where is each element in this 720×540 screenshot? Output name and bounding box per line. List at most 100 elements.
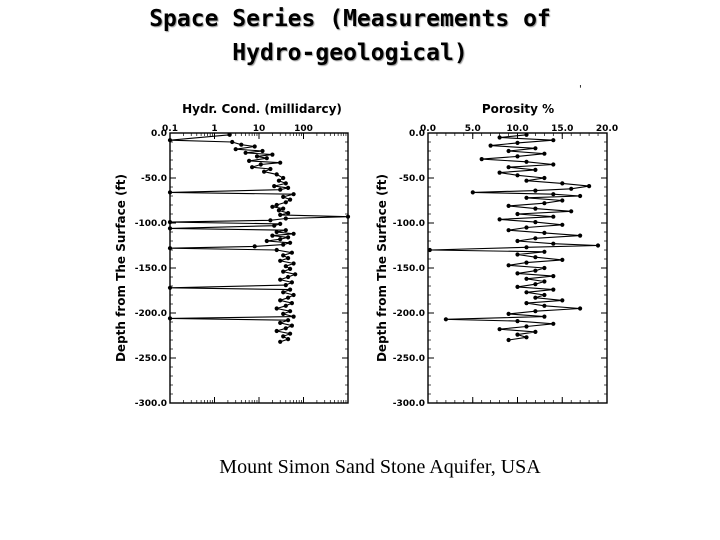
data-point [551, 162, 556, 167]
data-point [276, 208, 281, 213]
y-axis-title: Depth from The Surface (ft) [375, 174, 389, 362]
data-point [542, 175, 547, 181]
data-point [283, 181, 288, 186]
porosity-chart: 0.0 5.0 10.0 15.0 20.0 0.0 -50.0 -100.0 -150.0 -2… [375, 102, 618, 409]
data-point [524, 195, 529, 200]
data-point [278, 212, 283, 217]
data-point [524, 290, 529, 295]
y-tick-label: -200.0 [393, 309, 425, 319]
data-point [515, 332, 520, 337]
y-tick-label: -100.0 [393, 219, 425, 229]
data-point [252, 244, 257, 249]
data-point [167, 246, 173, 251]
y-tick-label: 0.0 [409, 129, 425, 139]
data-point [497, 135, 502, 140]
data-point [247, 158, 252, 163]
data-point [254, 154, 260, 159]
data-point [167, 316, 173, 321]
data-point [286, 256, 291, 261]
data-point [239, 142, 244, 147]
data-point [551, 138, 556, 143]
y-tick-label: -50.0 [399, 174, 425, 184]
data-point [524, 276, 529, 281]
data-point [515, 173, 520, 178]
data-point [515, 252, 520, 257]
x-tick-label: 10.0 [506, 124, 528, 134]
data-point [272, 184, 277, 189]
data-point [542, 279, 547, 284]
data-point [272, 223, 277, 228]
data-point [560, 181, 565, 186]
data-point [286, 318, 291, 323]
data-point [291, 292, 296, 298]
data-point [515, 238, 520, 244]
x-tick-label: 5.0 [465, 124, 481, 134]
data-point [506, 148, 511, 154]
data-point [560, 198, 565, 203]
y-tick-label: -50.0 [141, 174, 167, 184]
data-point [260, 148, 265, 154]
data-point [515, 140, 520, 145]
y-tick-label: -150.0 [135, 264, 167, 274]
data-point [167, 226, 173, 231]
data-point [506, 311, 511, 316]
data-point [288, 197, 293, 202]
data-point [274, 328, 279, 334]
y-tick-label: -300.0 [135, 399, 167, 409]
data-point [283, 264, 288, 269]
data-point [542, 151, 547, 156]
data-point [262, 169, 267, 174]
data-point [274, 229, 279, 235]
series-line [169, 134, 349, 343]
data-point [281, 175, 286, 181]
data-point [270, 204, 275, 209]
data-point [524, 324, 529, 329]
series-line [429, 134, 599, 341]
y-tick-label: -250.0 [393, 354, 425, 364]
data-point [281, 242, 286, 247]
data-point [533, 329, 538, 334]
data-point [515, 154, 520, 159]
data-point [533, 236, 538, 241]
data-point [551, 241, 556, 246]
data-point [542, 265, 547, 271]
data-point [288, 331, 293, 336]
data-point [278, 187, 283, 192]
x-tick-label: 15.0 [551, 124, 573, 134]
data-point [506, 337, 511, 343]
x-tick-label: 0.1 [162, 124, 178, 134]
data-point [289, 250, 294, 255]
data-point [551, 321, 556, 326]
x-axis-title: Hydr. Cond. (millidarcy) [182, 102, 342, 116]
data-point [167, 220, 173, 225]
data-point [281, 290, 286, 295]
hydraulic-conductivity-chart: 0.1 1 10 100 0.0 -50.0 -100.0 -150.0 -200.0 -250.… [114, 102, 351, 409]
data-point [542, 230, 547, 235]
data-point [515, 319, 520, 324]
data-point [278, 298, 283, 303]
data-point [497, 327, 502, 332]
data-point [542, 201, 547, 206]
data-point [506, 203, 511, 208]
data-point [268, 218, 273, 223]
x-axis-title: Porosity % [482, 102, 554, 116]
data-point [291, 314, 296, 319]
data-point [289, 280, 294, 285]
data-point [283, 200, 288, 205]
data-point [479, 157, 484, 162]
data-point [268, 166, 273, 172]
y-tick-label: -250.0 [135, 354, 167, 364]
data-point [281, 269, 286, 274]
data-point [506, 228, 511, 233]
data-point [274, 306, 279, 311]
data-point [286, 185, 291, 190]
data-point [278, 160, 283, 165]
data-point [286, 337, 291, 342]
data-point [533, 282, 538, 287]
data-point [551, 214, 556, 219]
data-point [551, 192, 556, 197]
data-point [587, 184, 592, 189]
figure-caption: Mount Simon Sand Stone Aquifer, USA [219, 456, 541, 478]
data-point [283, 283, 288, 288]
data-point [286, 295, 291, 300]
